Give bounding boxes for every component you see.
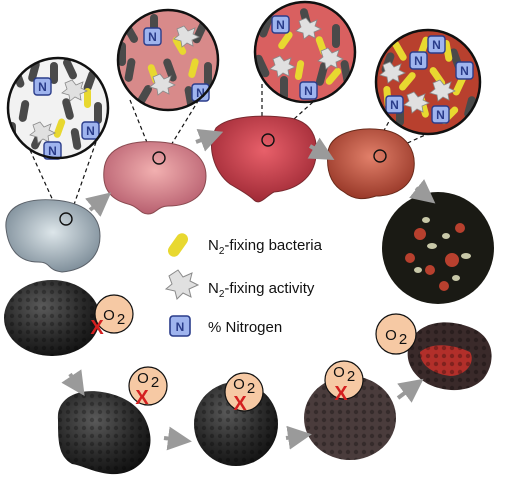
nitrogen-icon: N — [81, 121, 100, 140]
svg-text:O: O — [103, 307, 115, 324]
activity-star — [429, 79, 456, 102]
nitrogen-icon: N — [169, 315, 191, 337]
bacteria-rod — [294, 60, 305, 80]
o2-bubble-open: O 2 — [375, 313, 417, 355]
svg-text:2: 2 — [247, 380, 255, 397]
truffle-whole-1 — [4, 280, 100, 356]
zoom-circle-stage-3: N N — [253, 0, 357, 104]
truffle-whole-4 — [304, 376, 396, 460]
svg-text:N: N — [436, 108, 445, 122]
activity-star — [173, 25, 200, 48]
truffle-whole-rotting — [407, 322, 492, 391]
truffle-slice-rust — [327, 128, 415, 200]
cross-mark: X — [334, 383, 348, 405]
legend-label-activity: N2-fixing activity — [208, 280, 315, 300]
nitrogen-icon: N — [33, 77, 52, 96]
nitrogen-icon: N — [43, 141, 62, 160]
o2-bubble-blocked-1: O 2 X — [90, 294, 134, 339]
nitrogen-icon: N — [191, 83, 210, 102]
svg-text:N: N — [148, 30, 157, 44]
legend-label-bacteria: N2-fixing bacteria — [208, 237, 323, 257]
svg-text:2: 2 — [399, 331, 407, 348]
activity-star — [61, 79, 88, 102]
nitrogen-icon: N — [143, 27, 162, 46]
truffle-insect-photo — [382, 192, 494, 304]
svg-text:N: N — [390, 98, 399, 112]
svg-text:N: N — [196, 86, 205, 100]
svg-text:N: N — [176, 320, 185, 334]
svg-text:O: O — [333, 364, 345, 381]
bacteria-rod — [188, 58, 199, 78]
svg-text:N: N — [304, 84, 313, 98]
svg-text:N: N — [86, 124, 95, 138]
cross-mark: X — [135, 387, 149, 409]
zoom-circle-stage-1: N N N — [6, 56, 110, 160]
o2-bubble-blocked-4: O 2 X — [324, 360, 364, 405]
svg-text:O: O — [233, 376, 245, 393]
bacteria-rod — [53, 118, 66, 138]
svg-text:N: N — [460, 64, 469, 78]
truffle-slice-pale — [5, 199, 101, 273]
svg-text:O: O — [137, 370, 149, 387]
o2-bubble-blocked-2: O 2 X — [128, 366, 168, 409]
legend-label-nitrogen: % Nitrogen — [208, 319, 282, 336]
nitrogen-icon: N — [455, 61, 474, 80]
legend-item-nitrogen: N % Nitrogen — [169, 315, 282, 337]
svg-text:2: 2 — [347, 368, 355, 385]
activity-star — [149, 73, 176, 96]
svg-text:N: N — [414, 54, 423, 68]
zoom-circle-stage-4: N N N N N — [374, 28, 482, 136]
bacteria-rod — [172, 36, 187, 55]
svg-text:2: 2 — [117, 311, 125, 328]
svg-text:O: O — [385, 327, 397, 344]
activity-star-icon — [164, 269, 200, 300]
truffle-whole-2 — [57, 391, 151, 475]
truffle-slice-red — [211, 115, 317, 203]
legend-item-bacteria: N2-fixing bacteria — [167, 233, 323, 257]
process-arrows — [61, 128, 436, 451]
nitrogen-icon: N — [385, 95, 404, 114]
cross-mark: X — [233, 393, 247, 415]
activity-star — [403, 91, 430, 114]
bacteria-rod — [278, 31, 293, 50]
zoom-circle-stage-2: N N — [116, 8, 220, 112]
activity-star — [295, 17, 322, 40]
nitrogen-icon: N — [271, 15, 290, 34]
svg-text:N: N — [38, 80, 47, 94]
legend-item-activity: N2-fixing activity — [164, 269, 315, 300]
nitrogen-icon: N — [299, 81, 318, 100]
nitrogen-icon: N — [427, 35, 446, 54]
svg-text:N: N — [48, 144, 57, 158]
activity-star — [29, 121, 56, 144]
bacteria-rod-icon — [167, 233, 189, 257]
o2-bubble-blocked-3: O 2 X — [224, 372, 264, 415]
svg-text:N: N — [432, 38, 441, 52]
cross-mark: X — [90, 317, 104, 339]
bacteria-rod — [325, 67, 342, 85]
activity-star — [269, 55, 296, 78]
legend: N2-fixing bacteria N2-fixing activity N … — [164, 233, 323, 337]
nitrogen-icon: N — [409, 51, 428, 70]
svg-text:N: N — [276, 18, 285, 32]
nitrogen-icon: N — [431, 105, 450, 124]
svg-text:2: 2 — [151, 374, 159, 391]
bacteria-rod — [84, 88, 91, 108]
truffle-slice-pink — [103, 141, 207, 215]
activity-star — [379, 61, 406, 84]
activity-star — [317, 47, 344, 70]
